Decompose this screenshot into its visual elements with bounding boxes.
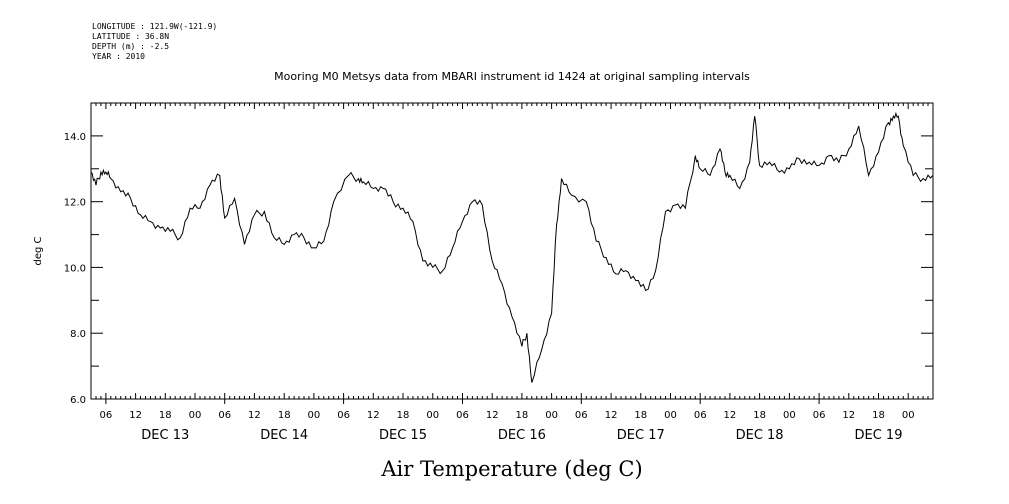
latitude-label: LATITUDE : 36.8N	[92, 32, 170, 41]
x-hour-tick-label: 18	[516, 410, 529, 421]
x-hour-tick-label: 18	[634, 410, 647, 421]
header-metadata: LONGITUDE : 121.9W(-121.9) LATITUDE : 36…	[92, 22, 217, 62]
depth-label: DEPTH (m) : -2.5	[92, 42, 170, 51]
x-hour-tick-label: 18	[753, 410, 766, 421]
x-hour-tick-label: 18	[872, 410, 885, 421]
x-day-label: DEC 14	[260, 428, 308, 443]
plot-frame	[90, 102, 934, 400]
x-hour-tick-label: 12	[486, 410, 499, 421]
chart-title: Mooring M0 Metsys data from MBARI instru…	[274, 70, 750, 83]
x-day-label: DEC 16	[498, 428, 546, 443]
series-line-air-temperature	[90, 111, 934, 383]
x-hour-tick-label: 18	[278, 410, 291, 421]
x-day-label: DEC 18	[736, 428, 784, 443]
x-hour-tick-label: 12	[724, 410, 737, 421]
x-hour-tick-label: 12	[605, 410, 618, 421]
y-tick-label: 8.0	[70, 329, 86, 340]
x-hour-tick-label: 06	[694, 410, 707, 421]
x-hour-tick-label: 00	[783, 410, 796, 421]
y-tick-label: 12.0	[64, 198, 86, 209]
year-label: YEAR : 2010	[92, 52, 145, 61]
x-hour-tick-label: 06	[456, 410, 469, 421]
axis-ticks	[90, 102, 934, 404]
x-hour-tick-label: 12	[367, 410, 380, 421]
x-hour-tick-label: 00	[426, 410, 439, 421]
x-day-label: DEC 19	[855, 428, 903, 443]
axis-labels: 06 12 18 00 06 12 18 00 06 12 18 00 06 12 18 00 06 12 18 00…	[64, 132, 915, 443]
x-hour-tick-label: 06	[813, 410, 826, 421]
longitude-label: LONGITUDE : 121.9W(-121.9)	[92, 22, 218, 31]
x-hour-tick-label: 12	[129, 410, 142, 421]
y-axis-label: deg C	[33, 236, 44, 265]
x-hour-tick-label: 00	[189, 410, 202, 421]
x-hour-tick-label: 18	[397, 410, 410, 421]
x-hour-tick-label: 06	[218, 410, 231, 421]
x-hour-tick-label: 00	[308, 410, 321, 421]
x-hour-tick-label: 12	[248, 410, 261, 421]
x-day-label: DEC 17	[617, 428, 665, 443]
x-hour-tick-label: 00	[664, 410, 677, 421]
x-day-label: DEC 13	[141, 428, 189, 443]
x-day-label: DEC 15	[379, 428, 427, 443]
y-tick-label: 6.0	[70, 395, 86, 406]
x-hour-tick-label: 06	[337, 410, 350, 421]
y-tick-label: 14.0	[64, 132, 86, 143]
x-hour-tick-label: 00	[545, 410, 558, 421]
x-hour-tick-label: 06	[100, 410, 113, 421]
x-hour-tick-label: 00	[902, 410, 915, 421]
y-tick-label: 10.0	[64, 263, 86, 274]
x-hour-tick-label: 12	[842, 410, 855, 421]
x-hour-tick-label: 18	[159, 410, 172, 421]
x-hour-tick-label: 06	[575, 410, 588, 421]
chart-bottom-title: Air Temperature (deg C)	[380, 457, 642, 481]
